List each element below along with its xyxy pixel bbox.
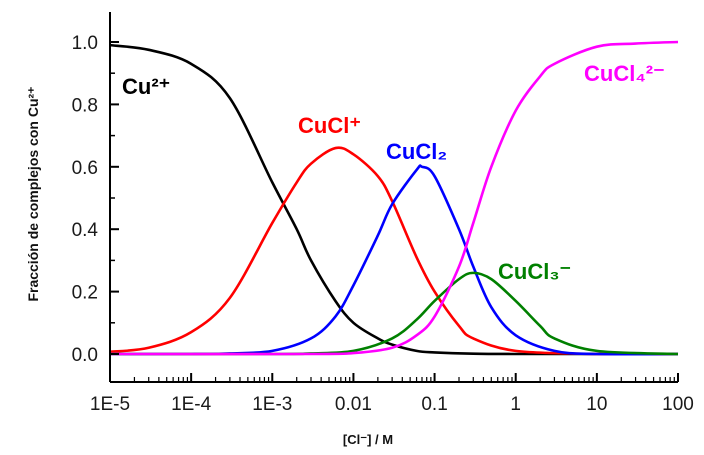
- x-tick-label: 1: [510, 394, 521, 415]
- y-tick-label: 0.6: [72, 158, 98, 179]
- series-label-cu2plus: Cu²⁺: [122, 74, 170, 99]
- y-tick-label: 0.8: [72, 95, 98, 116]
- x-tick-label: 100: [662, 394, 694, 415]
- series-label-cucl-plus-text: CuCl⁺: [298, 113, 361, 138]
- series-curves: [109, 40, 679, 356]
- x-axis-title: [Cl⁻] / M: [343, 432, 393, 447]
- series-line-3: [109, 271, 679, 356]
- series-label-cucl2: CuCl₂: [386, 139, 447, 164]
- series-label-cucl2-text: CuCl₂: [386, 139, 447, 164]
- series-label-cucl-plus: CuCl⁺: [298, 113, 361, 138]
- series-label-cucl3-minus: CuCl₃⁻: [498, 259, 571, 284]
- x-tick-label: 0.1: [421, 394, 447, 415]
- series-label-cucl4-2minus: CuCl₄²⁻: [584, 61, 665, 86]
- series-line-4: [109, 40, 679, 356]
- y-tick-label: 1.0: [72, 33, 98, 54]
- series-label-cucl3-minus-text: CuCl₃⁻: [498, 259, 571, 284]
- y-tick-label: 0.0: [72, 345, 98, 366]
- x-tick-label: 10: [586, 394, 607, 415]
- axes: [109, 12, 679, 383]
- series-label-cu2plus-text: Cu²⁺: [122, 74, 170, 99]
- x-tick-label: 0.01: [335, 394, 372, 415]
- y-tick-label: 0.2: [72, 283, 98, 304]
- series-line-0: [109, 43, 678, 356]
- y-axis-title: Fracción de complejos con Cu²⁺: [25, 86, 41, 301]
- tick-labels: 0.0 0.2 0.4 0.6 0.8 1.0 1E-5 1E-4 1E-3 0.01 0.1 1 10…: [72, 33, 694, 415]
- x-tick-label: 1E-4: [171, 394, 212, 415]
- series-line-2: [109, 164, 679, 356]
- series-line-1: [109, 146, 679, 356]
- y-tick-label: 0.4: [72, 220, 99, 241]
- x-tick-label: 1E-5: [90, 394, 130, 415]
- series-label-cucl4-2minus-text: CuCl₄²⁻: [584, 61, 665, 86]
- x-tick-label: 1E-3: [252, 394, 292, 415]
